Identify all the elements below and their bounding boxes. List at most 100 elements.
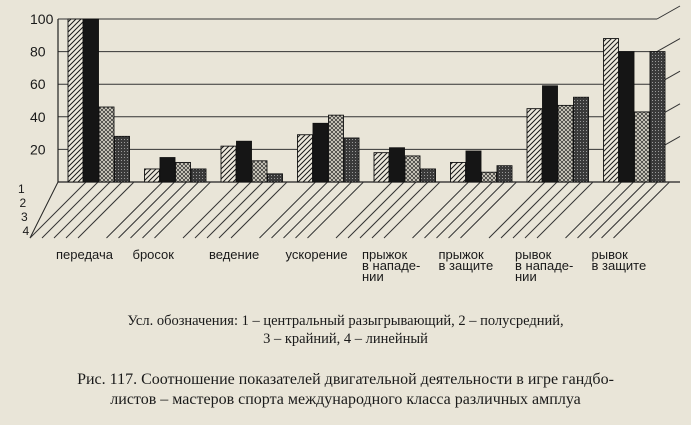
y-tick-label: 20 xyxy=(30,141,46,157)
legend-line-2: 3 – крайний, 4 – линейный xyxy=(263,331,428,347)
floor-hatch-line xyxy=(383,181,441,239)
floor-hatch-line xyxy=(53,181,111,239)
category-label: ведение xyxy=(209,247,259,262)
floor-hatch-line xyxy=(448,181,505,239)
bar-series-4 xyxy=(343,137,360,183)
floor-hatch-line xyxy=(206,181,264,239)
series-depth-tick: 1 xyxy=(18,182,25,196)
floor-hatch-line xyxy=(230,181,288,239)
bar-series-4 xyxy=(190,168,207,183)
floor-hatch-line xyxy=(307,181,364,239)
floor-hatch-line xyxy=(194,181,252,239)
floor-hatch-line xyxy=(601,181,658,239)
bar-series-3 xyxy=(404,155,421,183)
floor-hatch-line xyxy=(436,181,493,239)
bar-series-1 xyxy=(144,168,160,183)
category-label: нии xyxy=(362,269,384,284)
category-label: нии xyxy=(515,269,537,284)
bar-series-3 xyxy=(634,111,650,183)
category-label: прыжок xyxy=(439,247,485,262)
category-label: рывок xyxy=(592,247,629,262)
bar-series-4 xyxy=(420,168,436,183)
bar-series-2 xyxy=(236,140,252,183)
y-tick-label: 100 xyxy=(30,11,54,27)
floor-hatch-line xyxy=(295,181,352,239)
bar-series-3 xyxy=(557,104,574,183)
bar-series-1 xyxy=(297,134,313,183)
bar-series-4 xyxy=(649,51,666,183)
bar-series-2 xyxy=(159,157,176,183)
category-label: рывок xyxy=(515,247,552,262)
floor-hatch-line xyxy=(500,181,558,239)
category-label: бросок xyxy=(133,247,175,262)
bar-series-3 xyxy=(98,106,115,183)
category-label: в защите xyxy=(592,258,647,273)
floor-hatch-line xyxy=(29,181,87,239)
figure-caption: Рис. 117. Соотношение показателей двигат… xyxy=(0,370,691,410)
floor-hatch-line xyxy=(118,181,175,239)
bar-series-3 xyxy=(251,160,268,183)
floor-hatch-line xyxy=(460,181,517,239)
y-tick-label: 80 xyxy=(30,44,46,60)
bar-series-2 xyxy=(542,85,558,183)
floor-hatch-line xyxy=(154,181,211,239)
category-label: в защите xyxy=(439,258,494,273)
bar-series-3 xyxy=(328,114,344,183)
floor-hatch-line xyxy=(335,181,393,239)
floor-left-edge xyxy=(29,181,59,239)
floor-hatch-line xyxy=(106,181,163,239)
category-label: в нападе- xyxy=(515,258,573,273)
bar-series-1 xyxy=(526,108,543,183)
floor-hatch-line xyxy=(589,181,646,239)
chart-floor xyxy=(29,181,670,239)
bar-series-1 xyxy=(220,145,237,183)
floor-hatch-line xyxy=(347,181,405,239)
floor-hatch-line xyxy=(577,181,634,239)
bar-series-1 xyxy=(373,152,390,183)
y-tick-label: 40 xyxy=(30,109,46,125)
floor-hatch-line xyxy=(512,181,570,239)
bar-series-2 xyxy=(465,150,482,183)
floor-hatch-line xyxy=(65,181,123,239)
floor-hatch-line xyxy=(613,181,670,239)
series-depth-tick: 3 xyxy=(21,210,28,224)
bar-series-4 xyxy=(496,165,513,183)
gridline-depth xyxy=(656,5,681,20)
floor-hatch-line xyxy=(565,181,622,239)
category-label: прыжок xyxy=(362,247,408,262)
floor-hatch-line xyxy=(182,181,240,239)
floor-hatch-line xyxy=(412,181,469,239)
bar-series-4 xyxy=(573,96,589,183)
bar-series-4 xyxy=(114,135,130,183)
legend-line-1: Усл. обозначения: 1 – центральный разыгр… xyxy=(127,313,564,329)
floor-hatch-line xyxy=(371,181,429,239)
floor-hatch-line xyxy=(77,181,135,239)
floor-hatch-line xyxy=(259,181,316,239)
floor-hatch-line xyxy=(524,181,582,239)
floor-hatch-line xyxy=(359,181,417,239)
bar-series-3 xyxy=(175,161,191,183)
floor-hatch-line xyxy=(142,181,199,239)
bar-series-3 xyxy=(481,171,497,183)
floor-hatch-line xyxy=(488,181,546,239)
series-depth-tick: 4 xyxy=(23,224,30,238)
caption-line-2: листов – мастеров спорта международного … xyxy=(110,391,581,408)
floor-hatch-line xyxy=(424,181,481,239)
bars xyxy=(67,18,666,183)
floor-hatch-line xyxy=(271,181,328,239)
legend: Усл. обозначения: 1 – центральный разыгр… xyxy=(0,312,691,348)
floor-hatch-line xyxy=(41,181,99,239)
bar-series-2 xyxy=(312,122,329,183)
floor-hatch-line xyxy=(130,181,187,239)
bar-series-1 xyxy=(67,18,84,183)
gridline-depth xyxy=(656,38,681,53)
bar-series-2 xyxy=(389,147,405,183)
bar-series-1 xyxy=(603,38,619,183)
floor-hatch-line xyxy=(283,181,340,239)
y-tick-label: 60 xyxy=(30,76,46,92)
bar-series-1 xyxy=(450,161,466,183)
caption-line-1: Рис. 117. Соотношение показателей двигат… xyxy=(77,371,614,388)
category-label: в нападе- xyxy=(362,258,420,273)
bar-series-2 xyxy=(618,51,635,183)
